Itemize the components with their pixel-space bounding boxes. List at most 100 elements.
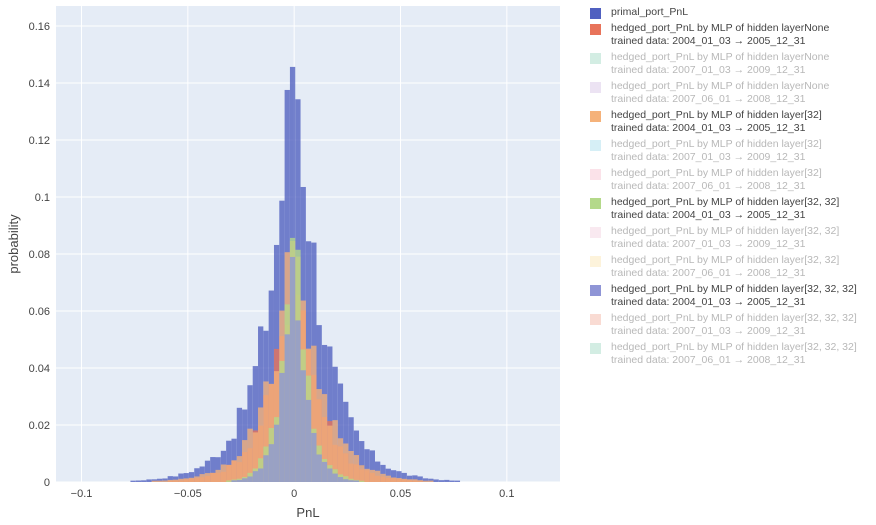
histogram-bar [194,468,200,482]
y-tick-label: 0.12 [29,135,50,147]
histogram-bar [236,456,243,482]
histogram-bar [279,372,285,482]
histogram-bar [374,470,381,482]
chart-legend: primal_port_PnL hedged_port_PnL by MLP of… [586,6,874,370]
histogram-bar [401,472,407,482]
histogram-bar [194,476,200,482]
legend-swatch [590,256,601,267]
histogram-bar [157,478,163,482]
histogram-bar [258,468,264,482]
x-axis-ticks: −0.1 −0.05 0 0.05 0.1 [71,488,515,500]
histogram-bar [167,476,173,482]
histogram-bar [305,399,312,482]
y-tick-label: 0.04 [29,363,50,375]
histogram-bar [252,366,259,482]
legend-series-subtitle: trained data: 2007_06_01 → 2008_12_31 [611,267,806,279]
histogram-bar [263,455,269,482]
histogram-bar [311,345,317,482]
histogram-bar [263,381,269,482]
legend-item[interactable]: hedged_port_PnL by MLP of hidden layer[3… [586,196,874,222]
histogram-bar [242,478,248,482]
histogram-bar [412,475,418,482]
legend-series-subtitle: trained data: 2007_06_01 → 2008_12_31 [611,354,806,366]
legend-item[interactable]: primal_port_PnL [586,6,874,19]
histogram-bar [183,473,189,482]
histogram-bar [135,480,142,482]
legend-label: hedged_port_PnL by MLP of hidden layerNo… [611,80,829,106]
legend-label: hedged_port_PnL by MLP of hidden layer[3… [611,196,839,222]
histogram-bar [247,428,253,482]
legend-swatch [590,198,601,209]
legend-label: hedged_port_PnL by MLP of hidden layer[3… [611,283,857,309]
legend-series-name: hedged_port_PnL by MLP of hidden layer[3… [611,283,857,295]
legend-item[interactable]: hedged_port_PnL by MLP of hidden layer[3… [586,138,874,164]
histogram-bar [215,469,221,482]
legend-series-subtitle: trained data: 2007_01_03 → 2009_12_31 [611,238,806,250]
histogram-bar [321,394,328,482]
histogram-bar [337,438,344,482]
legend-label: hedged_port_PnL by MLP of hidden layer[3… [611,167,822,193]
histogram-bar [348,480,354,482]
histogram-bar [332,420,338,482]
histogram-bar [178,473,184,482]
histogram-bar [157,480,163,482]
legend-swatch [590,82,601,93]
histogram-bar [220,464,227,482]
histogram-bar [454,480,461,482]
histogram-bar [231,480,237,482]
legend-swatch [590,140,601,151]
legend-series-name: hedged_port_PnL by MLP of hidden layer[3… [611,341,857,353]
x-tick-label: −0.1 [71,488,93,500]
legend-series-subtitle: trained data: 2004_01_03 → 2005_12_31 [611,35,806,47]
legend-item[interactable]: hedged_port_PnL by MLP of hidden layerNo… [586,22,874,48]
legend-swatch [590,169,601,180]
histogram-bar [348,450,354,482]
histogram-bars [130,66,461,483]
legend-item[interactable]: hedged_port_PnL by MLP of hidden layer[3… [586,312,874,338]
histogram-bar [449,480,455,482]
legend-swatch [590,111,601,122]
histogram-bar [242,440,248,482]
histogram-bar [178,478,184,482]
histogram-bar [390,470,397,482]
histogram-bar [438,480,445,482]
histogram-bar [401,478,407,482]
legend-series-subtitle: trained data: 2004_01_03 → 2005_12_31 [611,122,806,134]
legend-label: hedged_port_PnL by MLP of hidden layer[3… [611,254,839,280]
y-tick-label: 0.16 [29,21,50,33]
histogram-bar [300,370,306,482]
histogram-bar [364,468,370,482]
histogram-bar [258,407,264,482]
histogram-bar [428,478,434,482]
legend-item[interactable]: hedged_port_PnL by MLP of hidden layer[3… [586,283,874,309]
histogram-bar [337,477,344,482]
histogram-bar [364,449,370,482]
histogram-bar [444,479,450,482]
histogram-bar [316,454,322,482]
histogram-bar [353,455,360,482]
legend-item[interactable]: hedged_port_PnL by MLP of hidden layer[3… [586,109,874,135]
legend-label: hedged_port_PnL by MLP of hidden layer[3… [611,341,857,367]
legend-series-subtitle: trained data: 2007_06_01 → 2008_12_31 [611,180,806,192]
histogram-bar [188,477,195,482]
legend-item[interactable]: hedged_port_PnL by MLP of hidden layer[3… [586,225,874,251]
histogram-bar [406,479,413,482]
histogram-bar [327,425,333,482]
histogram-bar [204,460,211,482]
legend-item[interactable]: hedged_port_PnL by MLP of hidden layerNo… [586,80,874,106]
y-tick-label: 0.1 [35,192,50,204]
legend-label: primal_port_PnL [611,6,688,19]
legend-item[interactable]: hedged_port_PnL by MLP of hidden layerNo… [586,51,874,77]
histogram-bar [343,479,349,482]
histogram-bar [268,444,274,482]
legend-label: hedged_port_PnL by MLP of hidden layer[3… [611,225,839,251]
legend-item[interactable]: hedged_port_PnL by MLP of hidden layer[3… [586,254,874,280]
legend-swatch [590,314,601,325]
legend-series-name: hedged_port_PnL by MLP of hidden layerNo… [611,80,830,92]
y-tick-label: 0.06 [29,306,50,318]
legend-item[interactable]: hedged_port_PnL by MLP of hidden layer[3… [586,167,874,193]
histogram-bar [162,478,168,482]
legend-item[interactable]: hedged_port_PnL by MLP of hidden layer[3… [586,341,874,367]
legend-swatch [590,8,601,19]
histogram-bar [188,472,195,482]
